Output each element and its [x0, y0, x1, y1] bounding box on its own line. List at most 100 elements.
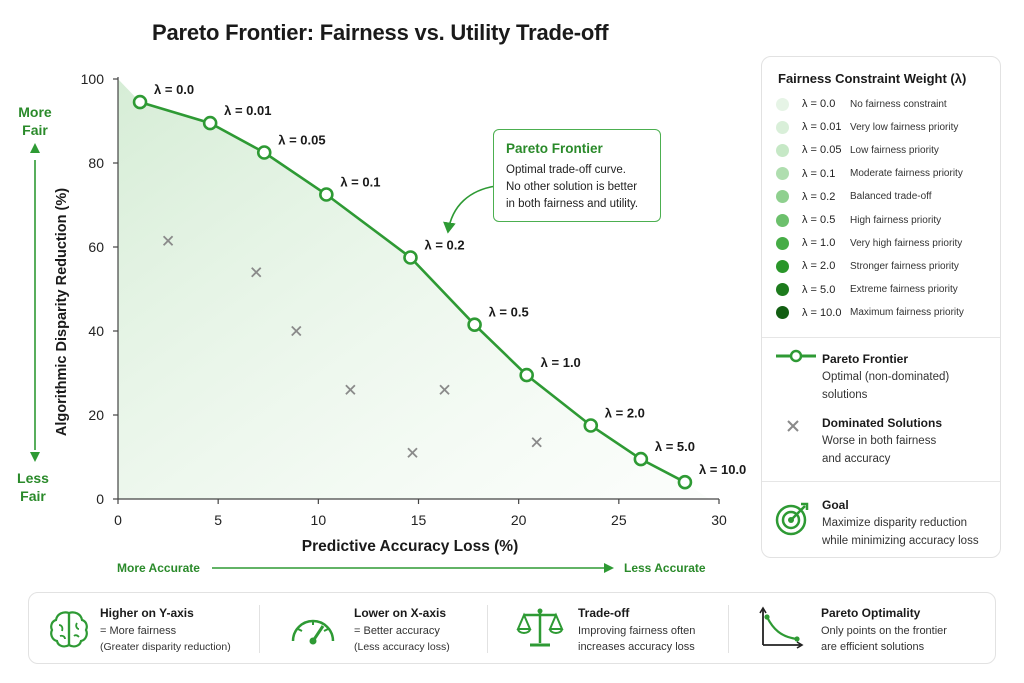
- more-fair-label: More Fair: [18, 104, 52, 138]
- point-label: λ = 1.0: [541, 355, 581, 370]
- lambda-value: λ = 5.0: [802, 283, 836, 296]
- page-title: Pareto Frontier: Fairness vs. Utility Tr…: [152, 20, 609, 45]
- footer-text: Improving fairness often increases accur…: [578, 625, 696, 653]
- lambda-value: λ = 1.0: [802, 237, 836, 250]
- dominated-point: [345, 384, 356, 395]
- frontier-point: [403, 250, 418, 265]
- lambda-description: Very high fairness priority: [850, 237, 963, 249]
- frontier-point: [256, 145, 272, 160]
- y-tick-label: 80: [88, 155, 104, 171]
- point-label: λ = 0.0: [154, 82, 194, 97]
- footer-title: Pareto Optimality: [821, 606, 921, 620]
- lambda-value: λ = 2.0: [802, 260, 836, 273]
- lambda-color-swatch: [776, 143, 789, 157]
- frontier-point: [633, 451, 649, 467]
- less-fair-label: Less Fair: [17, 470, 49, 504]
- x-tick-label: 10: [311, 512, 327, 528]
- frontier-legend-text: Optimal (non-dominated) solutions: [822, 371, 950, 401]
- point-label: λ = 0.1: [340, 175, 380, 190]
- y-tick-label: 60: [88, 239, 104, 255]
- footer-cell-y-axis: Higher on Y-axis = More fairness (Greate…: [29, 593, 259, 665]
- lambda-value: λ = 10.0: [802, 306, 842, 319]
- lambda-color-swatch: [776, 213, 789, 227]
- lambda-legend-row: λ = 2.0 Stronger fairness priority: [776, 257, 996, 275]
- lambda-description: Maximum fairness priority: [850, 307, 964, 319]
- dominated-legend-text: Worse in both fairness and accuracy: [822, 435, 937, 465]
- footer-cell-x-axis: Lower on X-axis = Better accuracy (Less …: [260, 593, 488, 665]
- lambda-color-swatch: [776, 97, 789, 111]
- point-label: λ = 0.05: [278, 133, 325, 148]
- lambda-color-swatch: [776, 306, 789, 320]
- footer-cell-pareto: Pareto Optimality Only points on the fro…: [729, 593, 995, 665]
- y-tick-label: 20: [88, 407, 104, 423]
- lambda-color-swatch: [776, 236, 789, 250]
- lambda-description: Very low fairness priority: [850, 121, 959, 133]
- explanation-panel: Higher on Y-axis = More fairness (Greate…: [28, 592, 996, 664]
- brain-icon: [50, 611, 88, 648]
- lambda-legend-row: λ = 0.0 No fairness constraint: [776, 95, 996, 113]
- y-tick-label: 40: [88, 323, 104, 339]
- x-tick-label: 25: [611, 512, 627, 528]
- arrow-up-head: [30, 143, 40, 153]
- lambda-legend-row: λ = 5.0 Extreme fairness priority: [776, 281, 996, 299]
- frontier-point: [677, 474, 693, 490]
- lambda-legend-row: λ = 0.1 Moderate fairness priority: [776, 165, 996, 183]
- footer-text: Only points on the frontier are efficien…: [821, 625, 947, 653]
- x-tick-label: 0: [114, 512, 122, 528]
- y-tick-label: 0: [96, 491, 104, 507]
- point-label: λ = 0.01: [224, 103, 271, 118]
- lambda-color-swatch: [776, 167, 789, 181]
- dominated-point: [291, 325, 302, 337]
- footer-cell-trade-off: Trade-off Improving fairness often incre…: [488, 593, 728, 665]
- frontier-legend-title: Pareto Frontier: [822, 352, 909, 366]
- frontier-point: [132, 94, 148, 110]
- dominated-legend-title: Dominated Solutions: [822, 416, 942, 430]
- x-tick-label: 30: [711, 512, 727, 528]
- lambda-legend-row: λ = 1.0 Very high fairness priority: [776, 234, 996, 252]
- callout-text: Optimal trade-off curve. No other soluti…: [506, 164, 639, 210]
- lambda-value: λ = 0.0: [802, 98, 836, 110]
- lambda-description: No fairness constraint: [850, 98, 947, 110]
- frontier-legend-icon: [776, 349, 816, 363]
- footer-text: = More fairness (Greater disparity reduc…: [100, 625, 231, 653]
- lambda-legend-row: λ = 0.01 Very low fairness priority: [776, 118, 996, 136]
- lambda-description: Low fairness priority: [850, 144, 939, 156]
- point-label: λ = 10.0: [699, 462, 746, 477]
- frontier-point: [467, 317, 482, 333]
- point-label: λ = 2.0: [605, 406, 645, 421]
- point-label: λ = 0.5: [489, 305, 529, 320]
- footer-text: = Better accuracy (Less accuracy loss): [354, 625, 450, 653]
- point-label: λ = 0.2: [424, 238, 464, 253]
- arrow-right-head: [604, 563, 614, 573]
- dominated-point: [407, 447, 418, 458]
- lambda-color-swatch: [776, 259, 789, 273]
- legend-title: Fairness Constraint Weight (λ): [778, 71, 967, 86]
- legend-panel: Fairness Constraint Weight (λ) λ = 0.0 No…: [761, 56, 1001, 558]
- goal-legend-title: Goal: [822, 498, 849, 512]
- dominated-point: [439, 384, 450, 395]
- dominated-point: [251, 267, 262, 278]
- lambda-color-swatch: [776, 283, 789, 297]
- lambda-color-swatch: [776, 190, 789, 204]
- goal-legend-text: Maximize disparity reduction while minim…: [822, 517, 979, 547]
- dominated-point: [531, 437, 542, 448]
- gauge-icon: [291, 619, 335, 645]
- lambda-description: Moderate fairness priority: [850, 168, 963, 180]
- frontier-line: [139, 100, 686, 484]
- scale-icon: [516, 608, 564, 647]
- pareto-curve-icon: [759, 606, 804, 649]
- frontier-point: [583, 418, 599, 433]
- more-accurate-label: More Accurate: [117, 561, 200, 575]
- footer-title: Trade-off: [578, 606, 630, 620]
- lambda-value: λ = 0.1: [802, 167, 836, 180]
- x-tick-label: 5: [214, 512, 222, 528]
- less-accurate-label: Less Accurate: [624, 561, 706, 575]
- lambda-legend-row: λ = 0.2 Balanced trade-off: [776, 188, 996, 206]
- lambda-description: Balanced trade-off: [850, 191, 932, 203]
- x-tick-label: 15: [411, 512, 427, 528]
- y-tick-label: 100: [81, 71, 105, 87]
- point-label: λ = 5.0: [655, 439, 695, 454]
- lambda-description: High fairness priority: [850, 214, 942, 226]
- dominated-point: [162, 235, 174, 246]
